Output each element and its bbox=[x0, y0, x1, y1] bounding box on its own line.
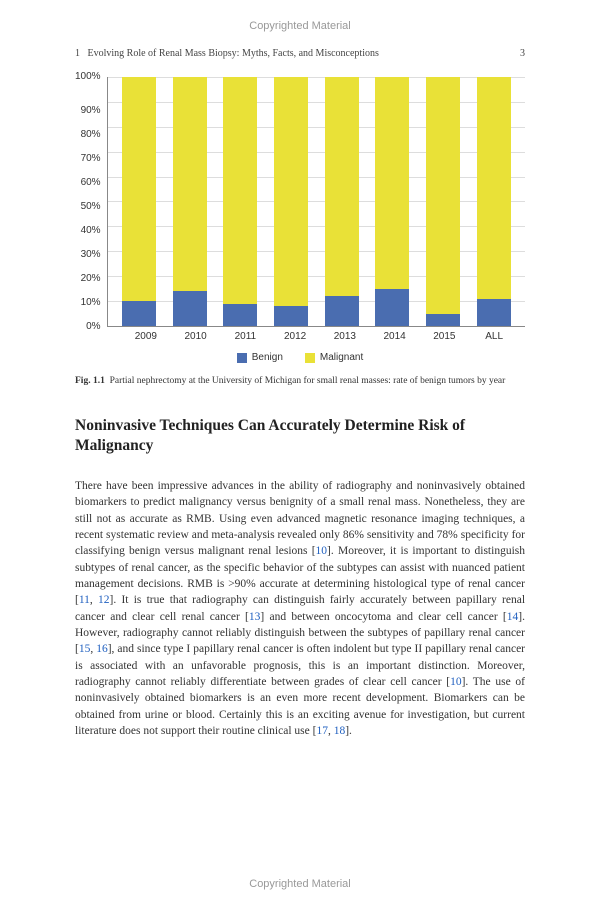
y-tick-label: 100% bbox=[75, 72, 101, 82]
y-axis-labels: 100%90%80%70%60%50%40%30%20%10%0% bbox=[75, 77, 107, 327]
x-tick-label: 2010 bbox=[179, 331, 213, 342]
bar-segment-benign bbox=[325, 296, 359, 326]
bar-segment-malignant bbox=[426, 77, 460, 314]
copyright-watermark-top: Copyrighted Material bbox=[0, 20, 600, 32]
citation-ref: 10 bbox=[316, 545, 328, 557]
legend-swatch-benign bbox=[237, 353, 247, 363]
citation-ref: 13 bbox=[249, 611, 261, 623]
page-number: 3 bbox=[520, 48, 525, 59]
x-tick-label: 2011 bbox=[228, 331, 262, 342]
bar-segment-malignant bbox=[477, 77, 511, 299]
y-tick-label: 50% bbox=[81, 202, 101, 212]
body-paragraph: There have been impressive advances in t… bbox=[75, 478, 525, 739]
caption-text: Partial nephrectomy at the University of… bbox=[110, 376, 506, 386]
bar-segment-benign bbox=[173, 291, 207, 326]
legend-label-malignant: Malignant bbox=[320, 352, 363, 363]
citation-ref: 12 bbox=[98, 594, 110, 606]
x-tick-label: 2009 bbox=[129, 331, 163, 342]
bar-segment-malignant bbox=[223, 77, 257, 304]
y-tick-label: 0% bbox=[86, 322, 100, 332]
bar-2010 bbox=[173, 77, 207, 326]
y-tick-label: 30% bbox=[81, 250, 101, 260]
citation-ref: 14 bbox=[507, 611, 519, 623]
y-tick-label: 10% bbox=[81, 298, 101, 308]
figure-chart: 100%90%80%70%60%50%40%30%20%10%0% 200920… bbox=[75, 77, 525, 363]
x-tick-label: 2015 bbox=[427, 331, 461, 342]
citation-ref: 10 bbox=[450, 676, 462, 688]
bar-segment-benign bbox=[375, 289, 409, 326]
chart-legend: Benign Malignant bbox=[75, 352, 525, 363]
bar-segment-malignant bbox=[122, 77, 156, 301]
legend-item-benign: Benign bbox=[237, 352, 283, 363]
legend-label-benign: Benign bbox=[252, 352, 283, 363]
figure-caption: Fig. 1.1 Partial nephrectomy at the Univ… bbox=[75, 375, 525, 388]
bar-2009 bbox=[122, 77, 156, 326]
page-content: 1 Evolving Role of Renal Mass Biopsy: My… bbox=[0, 0, 600, 779]
header-left: 1 Evolving Role of Renal Mass Biopsy: My… bbox=[75, 48, 379, 59]
y-tick-label: 20% bbox=[81, 274, 101, 284]
bar-2011 bbox=[223, 77, 257, 326]
legend-item-malignant: Malignant bbox=[305, 352, 363, 363]
citation-ref: 15 bbox=[79, 643, 91, 655]
bar-2015 bbox=[426, 77, 460, 326]
bar-segment-benign bbox=[122, 301, 156, 326]
running-header: 1 Evolving Role of Renal Mass Biopsy: My… bbox=[75, 48, 525, 59]
y-tick-label: 60% bbox=[81, 178, 101, 188]
y-tick-label: 90% bbox=[81, 106, 101, 116]
y-tick-label: 70% bbox=[81, 154, 101, 164]
chart-gridlines bbox=[108, 77, 525, 326]
chart-plot-area bbox=[107, 77, 525, 327]
bar-segment-benign bbox=[426, 314, 460, 326]
bar-segment-malignant bbox=[375, 77, 409, 289]
bar-2013 bbox=[325, 77, 359, 326]
section-heading: Noninvasive Techniques Can Accurately De… bbox=[75, 416, 525, 456]
chapter-number: 1 bbox=[75, 48, 80, 59]
bar-segment-benign bbox=[477, 299, 511, 326]
y-tick-label: 80% bbox=[81, 130, 101, 140]
bar-ALL bbox=[477, 77, 511, 326]
legend-swatch-malignant bbox=[305, 353, 315, 363]
x-tick-label: ALL bbox=[477, 331, 511, 342]
bar-segment-benign bbox=[274, 306, 308, 326]
copyright-watermark-bottom: Copyrighted Material bbox=[0, 878, 600, 890]
caption-label: Fig. 1.1 bbox=[75, 376, 105, 386]
citation-ref: 18 bbox=[334, 725, 346, 737]
bar-segment-benign bbox=[223, 304, 257, 326]
bar-segment-malignant bbox=[274, 77, 308, 306]
x-tick-label: 2013 bbox=[328, 331, 362, 342]
bar-2012 bbox=[274, 77, 308, 326]
bar-2014 bbox=[375, 77, 409, 326]
x-axis-labels: 2009 2010 2011 2012 2013 2014 2015 ALL bbox=[115, 327, 525, 342]
bar-segment-malignant bbox=[173, 77, 207, 291]
citation-ref: 11 bbox=[79, 594, 90, 606]
x-tick-label: 2014 bbox=[378, 331, 412, 342]
y-tick-label: 40% bbox=[81, 226, 101, 236]
citation-ref: 17 bbox=[316, 725, 328, 737]
citation-ref: 16 bbox=[96, 643, 108, 655]
running-title: Evolving Role of Renal Mass Biopsy: Myth… bbox=[88, 48, 379, 59]
bar-segment-malignant bbox=[325, 77, 359, 296]
x-tick-label: 2012 bbox=[278, 331, 312, 342]
